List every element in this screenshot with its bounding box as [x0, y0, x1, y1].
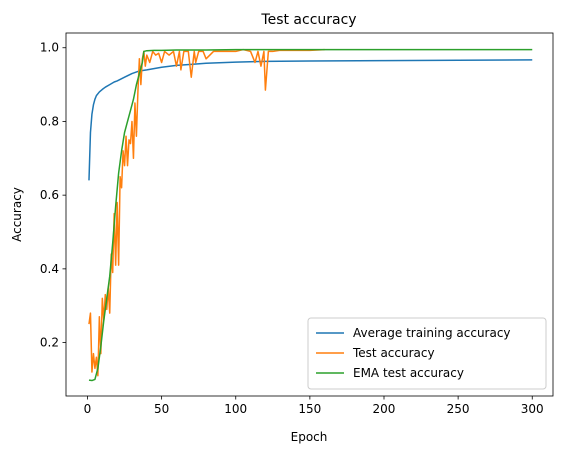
x-tick-label: 50: [154, 402, 169, 416]
series-layer: [88, 48, 533, 382]
y-tick-label: 0.4: [40, 262, 59, 276]
legend-box: [307, 317, 547, 390]
x-tick-label: 100: [224, 402, 247, 416]
y-axis: 0.2 0.4 0.6 0.8 1.0: [40, 41, 66, 350]
y-tick-label: 0.2: [40, 336, 59, 350]
x-axis: 0 50 100 150 200 250 300: [84, 396, 544, 416]
x-tick-label: 300: [521, 402, 544, 416]
x-tick-label: 250: [447, 402, 470, 416]
chart-title: Test accuracy: [260, 12, 356, 28]
legend: Average training accuracy Test accuracy EM…: [307, 317, 547, 390]
y-tick-label: 0.6: [40, 188, 59, 202]
series-line-3: [88, 48, 533, 382]
y-axis-label: Accuracy: [10, 187, 24, 242]
y-tick-label: 1.0: [40, 41, 59, 55]
y-tick-label: 0.8: [40, 114, 59, 128]
x-tick-label: 0: [84, 402, 92, 416]
x-tick-label: 150: [298, 402, 321, 416]
legend-label-1: Average training accuracy: [353, 326, 511, 340]
x-axis-label: Epoch: [291, 430, 328, 444]
x-tick-label: 200: [373, 402, 396, 416]
legend-label-2: Test accuracy: [352, 346, 435, 360]
legend-label-3: EMA test accuracy: [353, 366, 464, 380]
